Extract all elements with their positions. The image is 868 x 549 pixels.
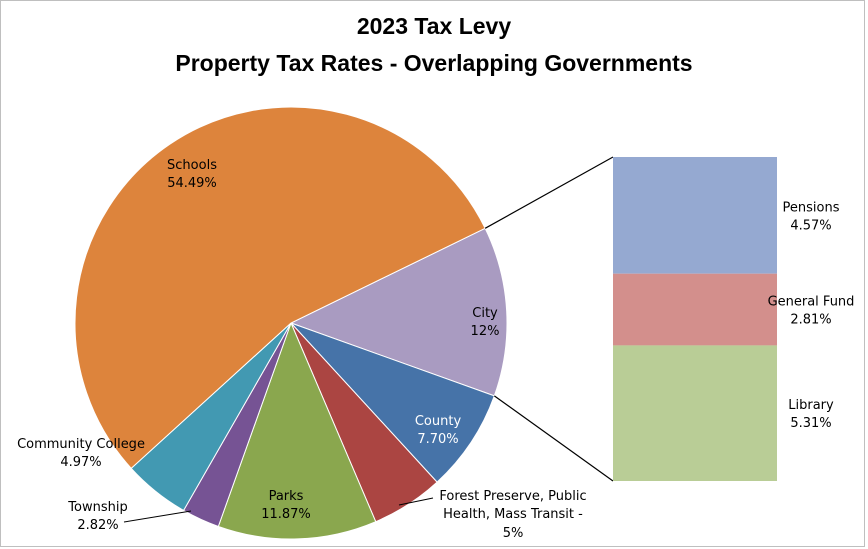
breakdown-library-label: Library — [788, 398, 834, 413]
slice-parks-value: 11.87% — [261, 507, 311, 522]
slice-township-value: 2.82% — [77, 518, 118, 533]
breakdown-general-fund-value: 2.81% — [790, 313, 831, 328]
leader-line-forest-preserve — [398, 497, 434, 506]
slice-parks-label: Parks — [269, 489, 304, 504]
breakdown-pensions-value: 4.57% — [790, 218, 831, 233]
chart-title-line-2: Property Tax Rates - Overlapping Governm… — [175, 50, 692, 76]
pie-slice-schools — [74, 106, 486, 470]
breakdown-bar — [613, 157, 777, 481]
breakdown-segment-pensions — [613, 157, 777, 274]
slice-forest-preserve-label-line-2: Health, Mass Transit - — [443, 507, 583, 522]
slice-city-value: 12% — [471, 324, 500, 339]
slice-schools-value: 54.49% — [167, 176, 217, 191]
slice-county-label: County — [415, 414, 462, 429]
slice-schools-label: Schools — [167, 158, 217, 173]
slice-community-college-label: Community College — [17, 437, 145, 452]
slice-community-college-value: 4.97% — [60, 455, 101, 470]
breakdown-segment-library — [613, 345, 777, 481]
slice-county-value: 7.70% — [417, 432, 458, 447]
pie-to-bar-connectors — [484, 156, 614, 482]
chart-title-line-1: 2023 Tax Levy — [357, 13, 512, 39]
connector-line-top — [484, 156, 614, 229]
slice-city-label: City — [472, 306, 498, 321]
pie-slice-county — [290, 322, 495, 483]
pie-slice-parks — [217, 321, 377, 540]
pie — [74, 106, 508, 540]
breakdown-pensions-label: Pensions — [783, 200, 840, 215]
pie-slice-city — [289, 227, 508, 397]
slice-forest-preserve-label-line-1: Forest Preserve, Public — [439, 489, 586, 504]
slice-forest-preserve-value: 5% — [503, 526, 524, 541]
data-labels: Schools 54.49% City 12% County 7.70% Parks 11.8… — [17, 158, 854, 541]
breakdown-library-value: 5.31% — [790, 416, 831, 431]
slice-township-label: Township — [67, 500, 127, 515]
breakdown-segment-general-fund — [613, 273, 777, 346]
leader-line-township — [123, 510, 192, 523]
breakdown-general-fund-label: General Fund — [768, 295, 855, 310]
connector-line-bottom — [493, 395, 614, 482]
